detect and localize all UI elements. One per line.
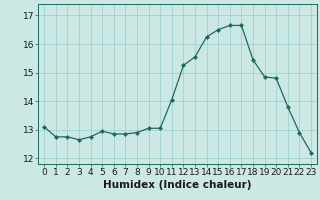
X-axis label: Humidex (Indice chaleur): Humidex (Indice chaleur) [103, 180, 252, 190]
